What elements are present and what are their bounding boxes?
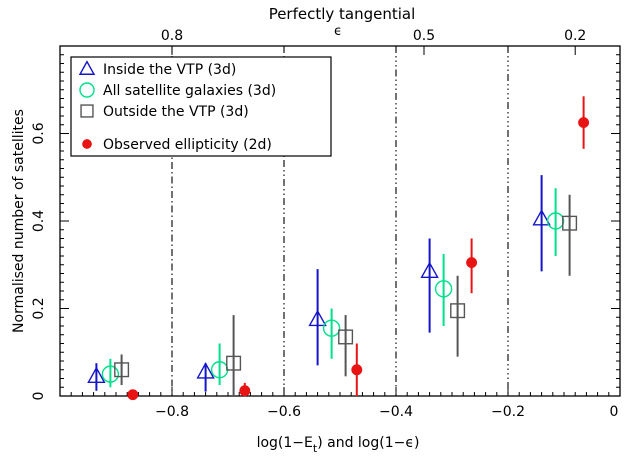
x-tick-label: −0.2	[491, 404, 525, 420]
data-point	[420, 261, 439, 279]
data-point	[101, 365, 120, 383]
data-point	[434, 280, 453, 298]
data-marks	[87, 96, 590, 401]
legend-marker	[78, 60, 96, 75]
data-point	[226, 355, 242, 371]
data-point	[308, 309, 327, 327]
x-tick-label: −0.6	[267, 404, 301, 420]
x-tick-label: −0.8	[155, 404, 189, 420]
top-title: Perfectly tangential	[269, 5, 416, 23]
top-tick-label: 0.5	[413, 28, 435, 44]
data-point	[546, 212, 565, 230]
top-tick-label: 0.8	[161, 28, 183, 44]
axis-ticks	[59, 45, 621, 397]
data-point	[578, 117, 590, 129]
data-point	[338, 329, 354, 345]
x-tick-label: 0	[610, 404, 619, 420]
legend-marker	[80, 104, 94, 118]
x-axis-label-main: log(1−E	[257, 435, 313, 451]
legend-marker	[82, 139, 92, 149]
y-tick-label: 0.4	[31, 210, 47, 232]
data-point	[322, 319, 341, 337]
data-point	[127, 389, 139, 401]
data-point	[87, 366, 106, 384]
y-tick-label: 0	[31, 392, 47, 401]
data-point	[532, 208, 551, 226]
data-point	[466, 257, 478, 269]
legend: Inside the VTP (3d) All satellite galaxi…	[70, 56, 332, 157]
x-axis-label-subscript: t	[313, 442, 318, 455]
x-tick-label: −0.4	[379, 404, 413, 420]
legend-label-outside: Outside the VTP (3d)	[103, 104, 249, 120]
x-axis-label-rest: ) and log(1−ϵ)	[317, 435, 419, 451]
top-tick-label: 0.2	[564, 28, 586, 44]
y-tick-label: 0.6	[31, 122, 47, 144]
x-axis-label: log(1−Et) and log(1−ϵ)	[257, 435, 420, 455]
data-point	[351, 364, 363, 376]
legend-label-all: All satellite galaxies (3d)	[103, 83, 276, 99]
legend-markers	[78, 60, 96, 149]
data-point	[239, 385, 251, 397]
data-point	[114, 362, 130, 378]
data-point	[450, 303, 466, 319]
legend-label-observed: Observed ellipticity (2d)	[103, 137, 272, 153]
legend-marker	[79, 82, 95, 98]
top-axis-label: ϵ	[334, 24, 342, 39]
y-tick-label: 0.2	[31, 297, 47, 319]
legend-label-inside: Inside the VTP (3d)	[103, 62, 236, 78]
y-axis-label: Normalised number of satellites	[11, 109, 27, 333]
data-point	[562, 215, 578, 231]
legend-box	[70, 56, 332, 157]
data-point	[196, 362, 215, 379]
